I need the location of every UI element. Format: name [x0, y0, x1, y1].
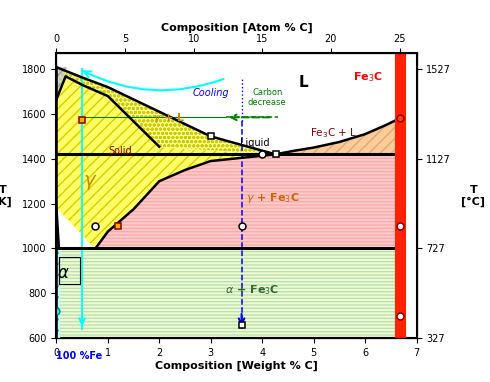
Text: $\alpha$: $\alpha$	[57, 264, 70, 282]
Polygon shape	[56, 53, 399, 154]
Text: $\gamma$ + Fe$_3$C: $\gamma$ + Fe$_3$C	[245, 191, 299, 206]
Text: $\gamma$: $\gamma$	[83, 173, 97, 192]
Text: Fe$_3$C + L: Fe$_3$C + L	[310, 126, 358, 140]
Polygon shape	[56, 248, 399, 338]
Y-axis label: T
[°C]: T [°C]	[461, 185, 485, 207]
Text: $\gamma$ + L: $\gamma$ + L	[153, 111, 186, 125]
Text: L: L	[298, 75, 308, 90]
Text: 100 %Fe: 100 %Fe	[56, 351, 102, 361]
X-axis label: Composition [Atom % C]: Composition [Atom % C]	[161, 23, 312, 33]
Text: Carbon
decrease: Carbon decrease	[248, 87, 287, 107]
Text: Cooling: Cooling	[193, 88, 229, 98]
Polygon shape	[56, 67, 66, 99]
Text: Solid: Solid	[109, 146, 132, 156]
Polygon shape	[275, 53, 399, 154]
Y-axis label: T
[K]: T [K]	[0, 185, 12, 207]
Text: $\alpha$ + Fe$_3$C: $\alpha$ + Fe$_3$C	[225, 283, 279, 297]
Text: Fe$_3$C: Fe$_3$C	[353, 70, 383, 84]
Polygon shape	[56, 207, 59, 338]
Polygon shape	[56, 67, 275, 154]
Polygon shape	[56, 76, 275, 248]
Text: Liquid: Liquid	[240, 139, 269, 149]
Polygon shape	[96, 154, 399, 248]
FancyArrowPatch shape	[84, 71, 223, 90]
X-axis label: Composition [Weight % C]: Composition [Weight % C]	[155, 361, 318, 371]
